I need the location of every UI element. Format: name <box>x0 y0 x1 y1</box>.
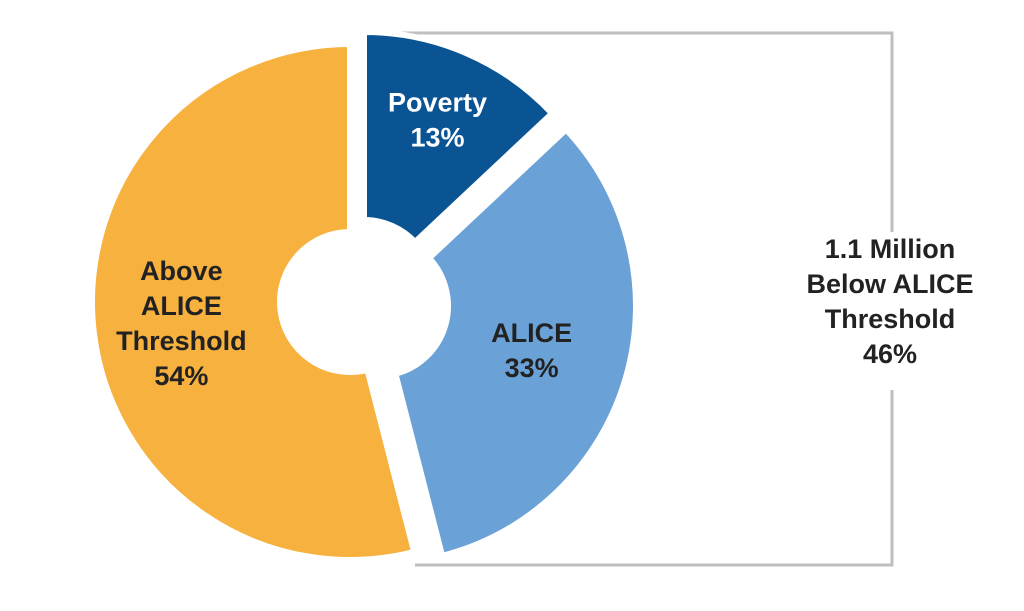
slice-labels-group: Poverty 13% ALICE 33% Above ALICE Threshold 54% <box>116 88 572 391</box>
slice-label-above-line-2: ALICE <box>141 291 222 321</box>
summary-line-3: Threshold <box>824 304 956 334</box>
slice-label-poverty: Poverty 13% <box>388 88 487 153</box>
slice-label-poverty-line-1: Poverty <box>388 88 487 118</box>
below-threshold-summary: 1.1 Million Below ALICE Threshold 46% <box>780 232 1000 372</box>
slice-label-above-line-1: Above <box>140 256 223 286</box>
summary-line-2: Below ALICE <box>806 269 974 299</box>
slice-label-alice-line-2: 33% <box>505 353 559 383</box>
slice-label-alice-line-1: ALICE <box>491 318 572 348</box>
slice-label-above-line-4: 54% <box>154 361 208 391</box>
slice-alice <box>392 126 639 559</box>
summary-line-4: 46% <box>862 339 918 369</box>
summary-line-1: 1.1 Million <box>824 234 956 264</box>
below-threshold-bracket <box>366 31 894 567</box>
slice-label-poverty-line-2: 13% <box>410 123 464 153</box>
slice-label-above: Above ALICE Threshold 54% <box>116 256 247 391</box>
slice-label-alice: ALICE 33% <box>491 318 572 383</box>
slices-group <box>89 29 639 563</box>
slice-poverty <box>361 29 556 246</box>
slice-above <box>89 41 418 563</box>
slice-label-above-line-3: Threshold <box>116 326 247 356</box>
